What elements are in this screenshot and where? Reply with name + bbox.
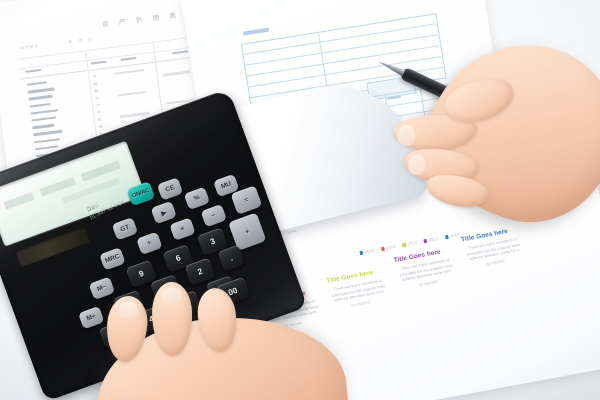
table-cell	[26, 81, 47, 87]
legend-label: 2013	[407, 240, 418, 247]
table-column-header	[120, 56, 137, 62]
legend-item-2012: 2012	[380, 244, 396, 252]
bar-value-label: 56%	[344, 191, 356, 198]
calc-key-[interactable]: ▶	[150, 200, 177, 225]
legend-item-2013: 2013	[402, 241, 417, 248]
column-footer: by injected.	[485, 257, 506, 267]
table-cell	[95, 103, 101, 107]
form-title	[242, 27, 270, 36]
legend-label: 2012	[386, 244, 396, 251]
table-cell	[34, 145, 59, 151]
calc-key-[interactable]: −	[200, 203, 228, 228]
legend-label: 2014	[428, 236, 439, 243]
legend-item-2014: 2014	[423, 236, 439, 244]
fingernail	[396, 124, 416, 147]
bar-value-label: 78%	[379, 158, 391, 166]
table-column-header	[25, 68, 42, 74]
legend-label: 2010	[364, 248, 375, 255]
table-cell	[95, 96, 100, 100]
calc-key-gt[interactable]: GT	[111, 217, 139, 241]
table-cell	[29, 102, 51, 108]
table-cell	[98, 125, 103, 128]
table-cell	[27, 87, 55, 94]
table-cell	[31, 116, 57, 122]
legend-item-2010: 2010	[359, 248, 375, 256]
report-text-column-2: Title Goes here There are many variations…	[326, 267, 391, 312]
calc-key-[interactable]: +	[136, 231, 163, 256]
column-footer: by injected.	[350, 299, 372, 308]
bar-value-label: 30%	[286, 228, 298, 236]
calc-key-[interactable]: %	[183, 186, 211, 211]
table-cell	[33, 130, 63, 137]
table-cell	[92, 75, 97, 78]
table-column-header	[172, 50, 189, 55]
balance-sheet-title: 资 产 负 债 表	[101, 12, 181, 29]
legend-swatch	[423, 239, 428, 244]
table-cell	[28, 95, 53, 101]
legend-swatch	[402, 243, 407, 247]
table-cell	[93, 82, 98, 86]
table-cell	[97, 117, 102, 121]
fingernail	[117, 301, 140, 319]
table-cell	[94, 89, 99, 93]
calc-key-mrc[interactable]: MRC	[99, 247, 126, 271]
calc-key-[interactable]: ×	[169, 217, 196, 241]
table-cell	[119, 111, 150, 119]
balance-sheet-subtitle: 编制单位： 年 月 日	[20, 37, 94, 51]
table-column-header	[90, 60, 107, 66]
table-cell	[34, 137, 61, 144]
table-cell	[114, 69, 145, 76]
legend-label: 2015	[449, 232, 460, 239]
calc-key-ce[interactable]: CE	[156, 177, 184, 201]
table-cell	[96, 110, 102, 114]
table-cell	[116, 90, 147, 97]
legend-swatch	[359, 250, 364, 255]
calc-key-m[interactable]: M−	[88, 276, 116, 301]
table-cell	[162, 70, 191, 77]
legend-swatch	[380, 246, 385, 251]
calc-key-m[interactable]: M+	[78, 305, 105, 330]
finger-middle-lower	[151, 281, 193, 357]
report-text-column-3: Title Goes here There are many variations…	[393, 246, 458, 291]
table-cell	[30, 108, 59, 115]
report-text-column-4: Title Goes here There are many variations…	[461, 226, 526, 271]
column-footer: by injected.	[418, 278, 439, 287]
legend-item-2015: 2015	[444, 232, 460, 240]
fingernail	[407, 153, 427, 176]
table-cell	[32, 123, 55, 130]
fingernail	[161, 287, 182, 305]
legend-swatch	[444, 235, 449, 240]
